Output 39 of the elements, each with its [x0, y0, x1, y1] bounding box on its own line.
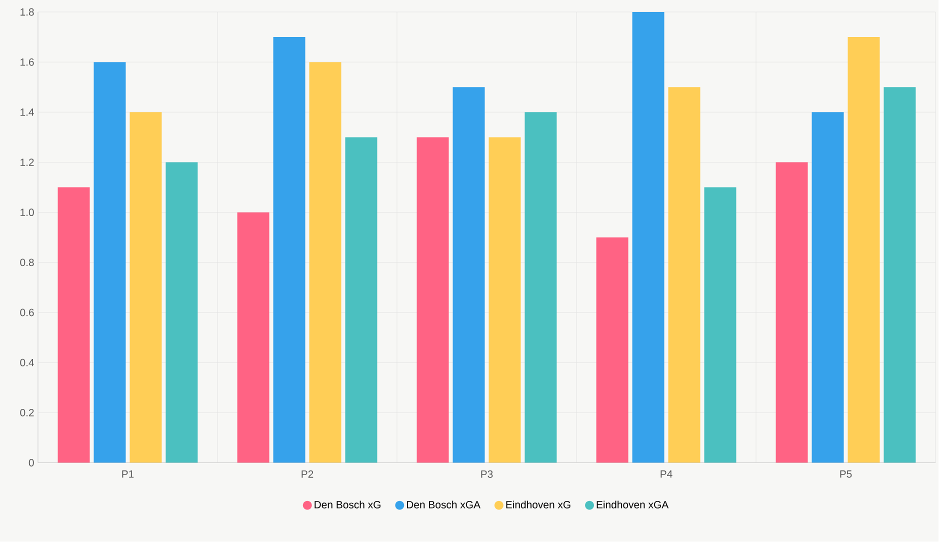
bar	[273, 37, 306, 463]
y-tick-label: 0	[28, 459, 34, 467]
bar	[452, 87, 485, 463]
bar	[166, 162, 198, 463]
y-tick-label: 0.2	[20, 409, 34, 417]
bar	[94, 62, 126, 463]
bar	[776, 162, 808, 463]
bar	[130, 112, 162, 463]
y-tick-label: 0.8	[20, 258, 34, 266]
y-tick-label: 1.4	[20, 108, 34, 116]
bar	[884, 87, 916, 463]
bar	[596, 238, 628, 463]
bar	[237, 212, 270, 463]
y-tick-label: 1.0	[20, 208, 34, 216]
x-tick-label: P5	[840, 470, 852, 478]
bar	[668, 87, 700, 463]
bar	[524, 112, 557, 463]
x-tick-label: P3	[481, 470, 493, 478]
bar	[848, 37, 880, 463]
y-tick-label: 1.8	[20, 8, 34, 16]
bar	[58, 187, 90, 463]
bar	[488, 137, 521, 463]
bar	[704, 187, 736, 463]
y-tick-label: 0.6	[20, 308, 34, 316]
bar	[416, 137, 449, 463]
y-tick-label: 0.4	[20, 359, 34, 366]
bar	[309, 62, 342, 463]
legend-label: Den Bosch xGA	[406, 500, 480, 509]
bar	[812, 112, 844, 463]
legend-label: Eindhoven xGA	[596, 500, 669, 509]
x-tick-label: P4	[660, 470, 672, 478]
legend-label: Eindhoven xG	[506, 500, 570, 509]
y-tick-label: 1.6	[20, 58, 34, 66]
bar	[345, 137, 378, 463]
x-tick-label: P2	[302, 470, 314, 478]
bar	[632, 12, 664, 463]
legend-label: Den Bosch xG	[314, 500, 380, 509]
x-tick-label: P1	[122, 470, 134, 478]
y-tick-label: 1.2	[20, 158, 34, 166]
